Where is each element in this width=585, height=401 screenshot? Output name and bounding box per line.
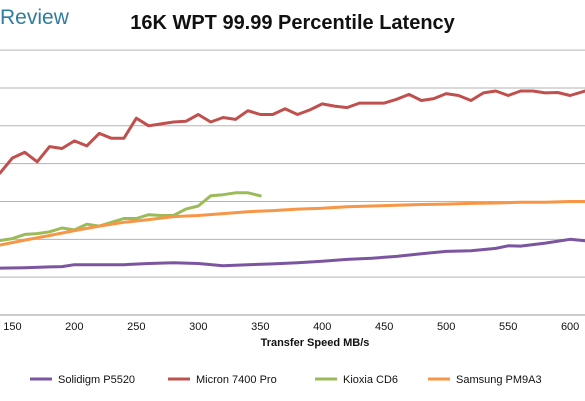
series-line-samsung-pm9a3 (0, 200, 585, 247)
x-tick-label: 400 (313, 321, 331, 333)
x-tick-label: 600 (561, 321, 579, 333)
x-tick-label: 350 (251, 321, 269, 333)
legend: Solidigm P5520 Micron 7400 Pro Kioxia CD6 S… (30, 374, 542, 386)
x-tick-label: 500 (437, 321, 455, 333)
series-line-micron-7400-pro (0, 89, 585, 175)
legend-label-samsung-pm9a3: Samsung PM9A3 (456, 374, 542, 386)
x-tick-label: 550 (499, 321, 517, 333)
gridlines (0, 49, 585, 278)
x-tick-label: 150 (3, 321, 21, 333)
legend-label-micron-7400-pro: Micron 7400 Pro (196, 374, 277, 386)
legend-label-kioxia-cd6: Kioxia CD6 (343, 374, 398, 386)
x-axis-ticks: 150 200 250 300 350 400 450 500 550 600 (3, 321, 579, 333)
x-tick-label: 250 (127, 321, 145, 333)
series-line-solidigm-p5520 (0, 237, 585, 270)
x-tick-label: 450 (375, 321, 393, 333)
series-line-kioxia-cd6 (0, 191, 262, 242)
publisher-logo-text: Review (0, 6, 69, 29)
series-layer (0, 89, 585, 270)
x-tick-label: 300 (189, 321, 207, 333)
legend-label-solidigm-p5520: Solidigm P5520 (58, 374, 135, 386)
x-axis-label: Transfer Speed MB/s (261, 337, 370, 349)
x-tick-label: 200 (65, 321, 83, 333)
chart-title: 16K WPT 99.99 Percentile Latency (130, 12, 455, 34)
